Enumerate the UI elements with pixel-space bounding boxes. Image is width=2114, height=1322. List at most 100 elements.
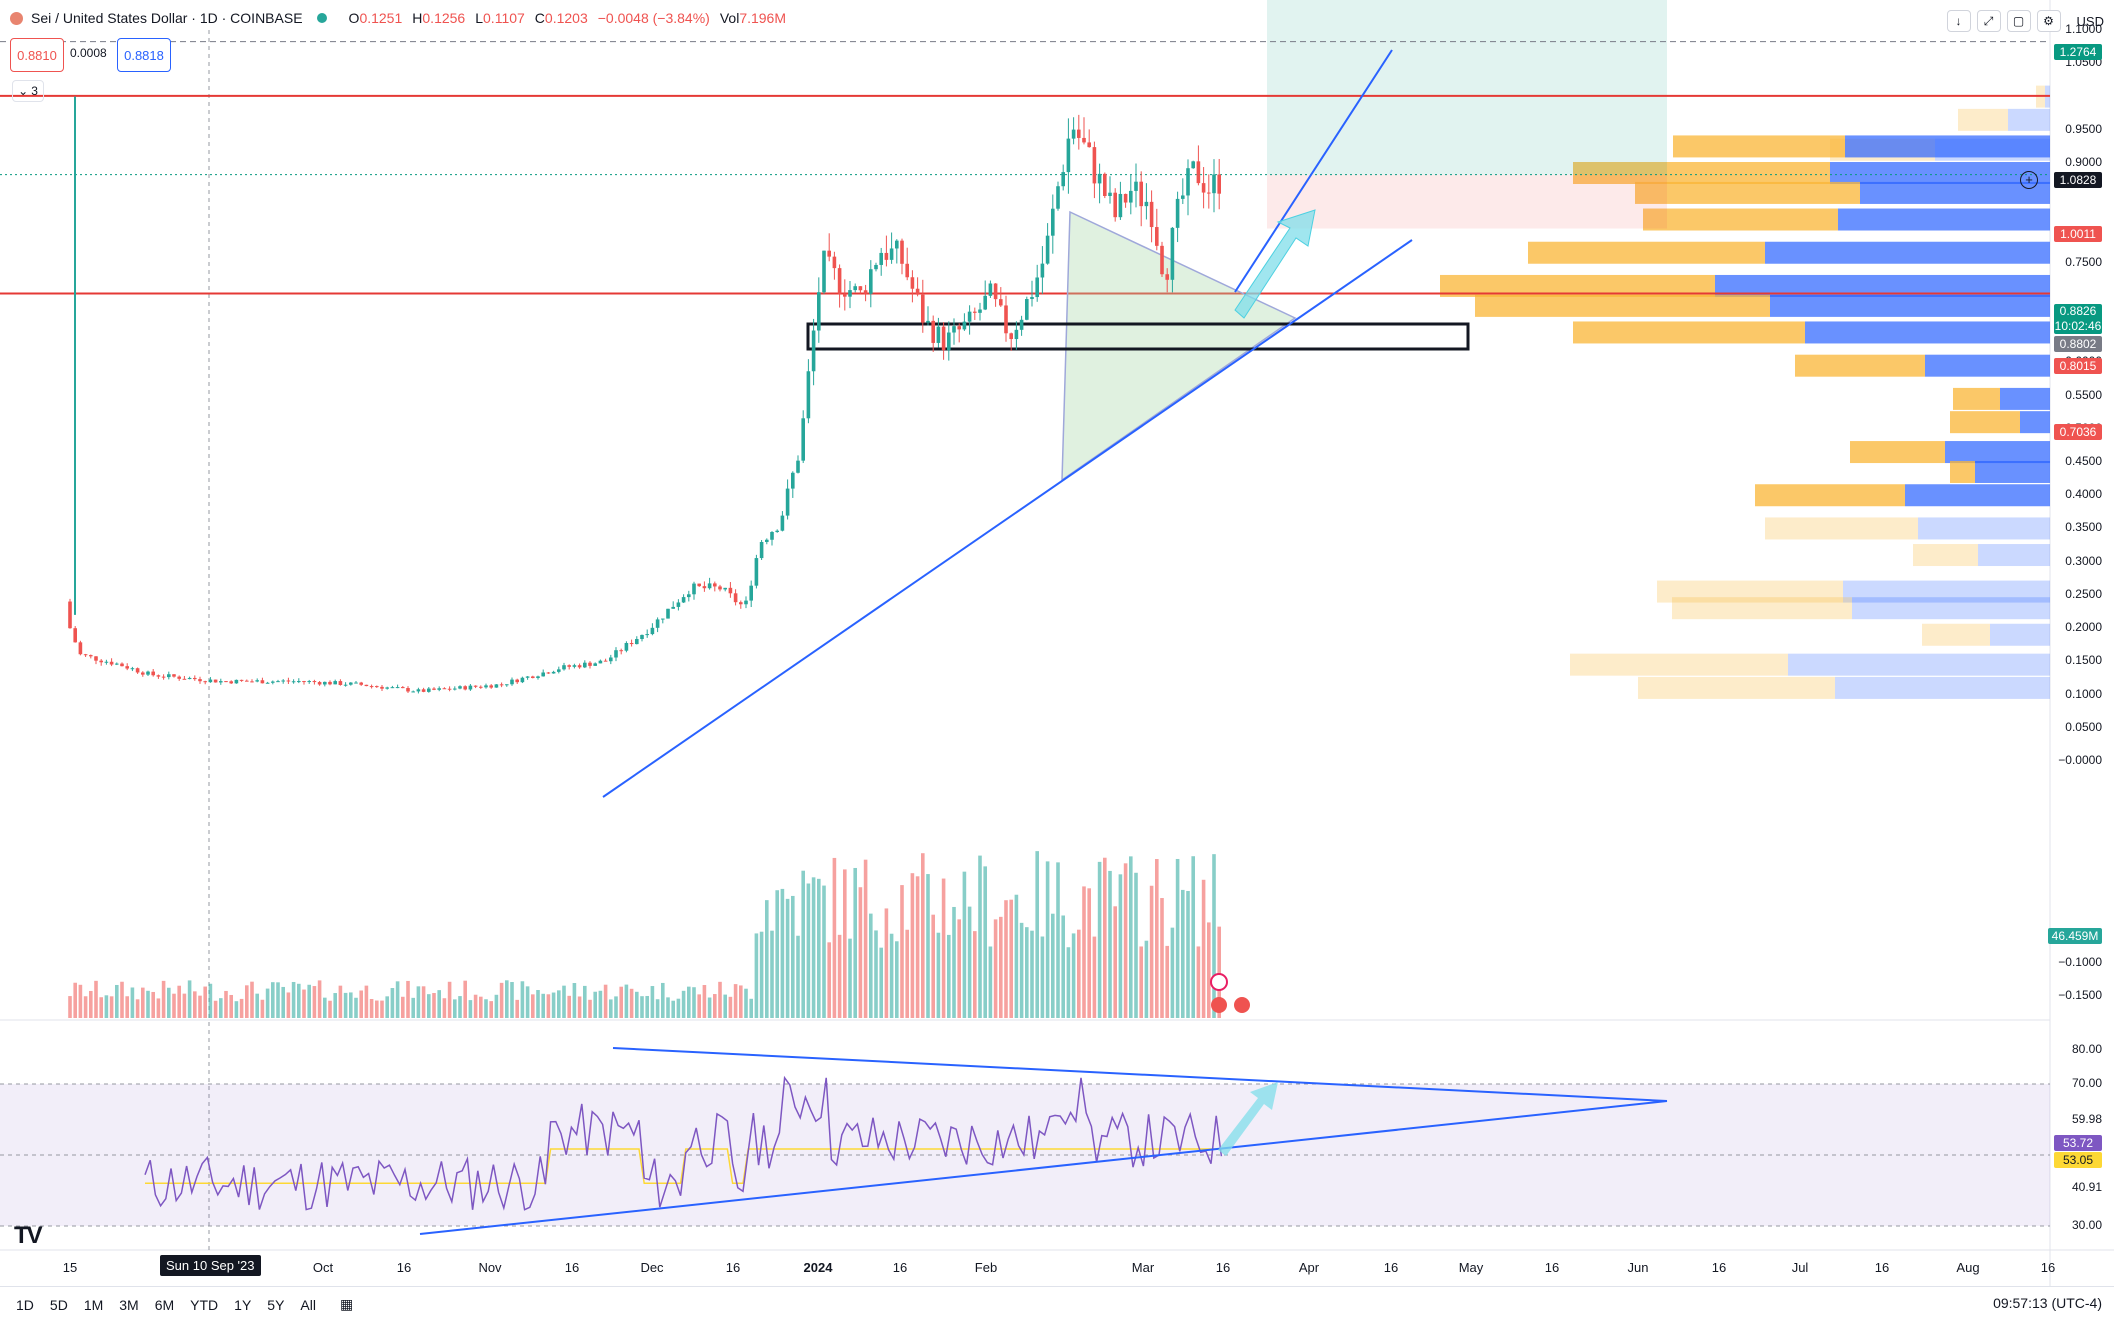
candle-body: [229, 681, 233, 684]
range-5d-button[interactable]: 5D: [49, 1296, 68, 1313]
range-1y-button[interactable]: 1Y: [234, 1296, 252, 1313]
volume-bar: [895, 941, 899, 1018]
add-alert-icon[interactable]: +: [2020, 171, 2038, 189]
candle-body: [531, 676, 535, 679]
candle-body: [926, 320, 930, 323]
tradingview-logo-icon[interactable]: TV: [14, 1222, 43, 1249]
volume-bar: [406, 980, 410, 1018]
volume-bar: [993, 919, 998, 1018]
volume-bar: [843, 869, 847, 1018]
candle-body: [993, 283, 998, 300]
volume-profile-up: [1672, 597, 1852, 620]
candle-body: [941, 326, 946, 351]
candle-body: [593, 663, 597, 666]
last-price: 0.8826: [2059, 304, 2097, 318]
time-axis-label: 16: [2040, 1260, 2056, 1275]
price-tag-target: 1.2764: [2054, 44, 2102, 60]
candle-body: [588, 662, 592, 666]
price-axis-label: −0.1500: [2058, 988, 2102, 1002]
volume-bar: [837, 934, 842, 1018]
currency-selector[interactable]: USD: [2076, 13, 2104, 29]
fullscreen-icon[interactable]: ⤢: [1976, 10, 2001, 32]
volume-bar: [208, 983, 213, 1018]
volume-bar: [73, 982, 77, 1018]
candle-body: [271, 681, 275, 683]
candle-body: [863, 290, 868, 294]
price-axis-label: 0.2000: [2065, 620, 2102, 635]
candle-body: [635, 639, 639, 645]
time-axis-label: Oct: [312, 1260, 334, 1275]
candle-body: [650, 627, 655, 635]
volume-bar: [619, 986, 623, 1018]
close-key: C: [534, 10, 545, 26]
candle-body: [343, 684, 348, 686]
volume-bar: [245, 985, 249, 1018]
candle-body: [895, 240, 899, 249]
candle-body: [822, 250, 826, 293]
indicators-collapse-button[interactable]: ⌄ 3: [12, 80, 44, 102]
volume-bar: [827, 942, 831, 1018]
rsi-axis-label: 59.98: [2071, 1112, 2102, 1126]
volume-bar: [666, 997, 670, 1018]
candle-body: [130, 668, 135, 670]
range-1m-button[interactable]: 1M: [83, 1296, 104, 1313]
volume-bar: [609, 999, 613, 1018]
range-5y-button[interactable]: 5Y: [267, 1296, 285, 1313]
volume-bar: [83, 996, 88, 1018]
time-axis-label: 16: [725, 1260, 741, 1275]
candle-body: [1155, 227, 1159, 246]
rsi-axis-label: 80.00: [2071, 1042, 2102, 1056]
volume-profile-down: [1852, 597, 2050, 620]
download-icon[interactable]: ↓: [1946, 10, 1971, 32]
snapshot-icon[interactable]: ▢: [2006, 10, 2031, 32]
candle-body: [572, 665, 577, 667]
range-3m-button[interactable]: 3M: [119, 1296, 139, 1313]
volume-bar: [380, 1000, 384, 1018]
candle-body: [187, 677, 192, 680]
volume-bar: [577, 996, 582, 1018]
candle-body: [858, 286, 863, 291]
candle-body: [1056, 186, 1060, 209]
candle-body: [1181, 195, 1185, 199]
range-1d-button[interactable]: 1D: [16, 1296, 34, 1313]
candle-body: [219, 681, 223, 683]
volume-bar: [349, 992, 353, 1018]
candle-body: [817, 292, 821, 331]
volume-bar: [120, 981, 124, 1018]
buy-button[interactable]: 0.8818: [117, 38, 171, 72]
volume-bar: [167, 987, 171, 1018]
volume-bar: [68, 996, 72, 1018]
volume-bar: [515, 999, 519, 1018]
clock[interactable]: 09:57:13 (UTC-4): [1993, 1295, 2102, 1311]
sell-button[interactable]: 0.8810: [10, 38, 64, 72]
settings-icon[interactable]: ⚙: [2036, 10, 2061, 32]
candle-body: [967, 311, 972, 322]
range-ytd-button[interactable]: YTD: [190, 1296, 219, 1313]
price-axis-label: 0.4000: [2065, 487, 2102, 502]
candle-body: [1217, 174, 1221, 194]
range-all-button[interactable]: All: [300, 1296, 316, 1313]
symbol-title[interactable]: Sei / United States Dollar · 1D · COINBA…: [31, 10, 303, 26]
candle-body: [146, 671, 150, 675]
volume-profile-up: [1528, 241, 1765, 264]
volume-bar: [198, 995, 202, 1018]
volume-bar: [733, 984, 738, 1018]
calendar-icon[interactable]: ▦: [339, 1296, 354, 1312]
volume-profile-up: [1440, 274, 1715, 297]
volume-bar: [583, 985, 587, 1018]
range-6m-button[interactable]: 6M: [154, 1296, 175, 1313]
candle-body: [811, 330, 816, 372]
candle-body: [99, 660, 103, 663]
ohlc-values: O0.1251 H0.1256 L0.1107 C0.1203 −0.0048 …: [349, 10, 786, 26]
candle-body: [952, 326, 956, 333]
chart-canvas[interactable]: [0, 0, 2114, 1286]
volume-bar: [1030, 930, 1034, 1018]
time-axis-label: 2024: [803, 1260, 833, 1275]
volume-bar: [1207, 922, 1211, 1018]
volume-bar: [988, 946, 993, 1018]
candle-body: [406, 688, 410, 692]
candle-body: [645, 634, 649, 636]
volume-bar: [260, 999, 265, 1018]
volume-bar: [489, 1001, 493, 1018]
volume-bar: [832, 857, 837, 1018]
